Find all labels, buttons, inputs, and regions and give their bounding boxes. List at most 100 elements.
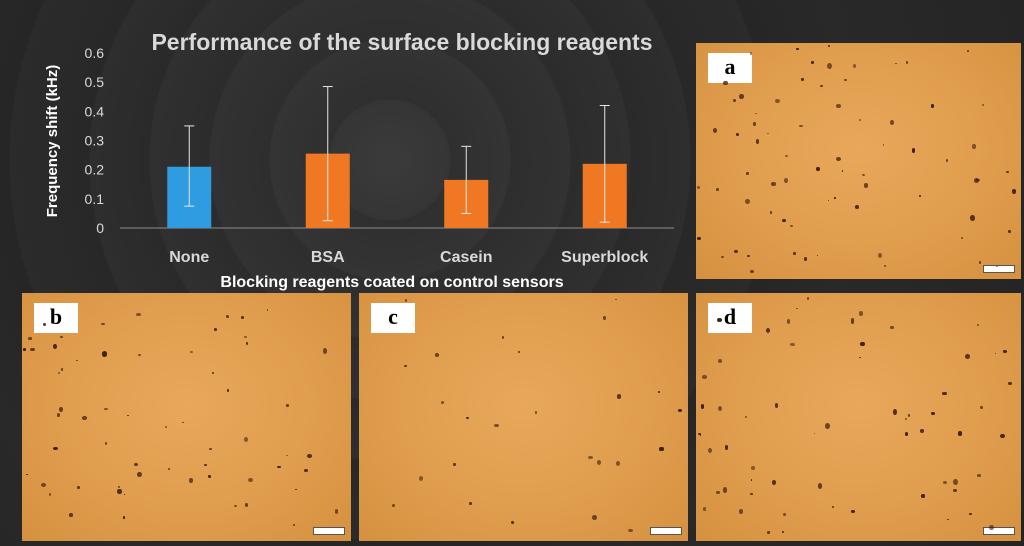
- chart-title: Performance of the surface blocking reag…: [151, 29, 652, 55]
- particle-speck: [285, 404, 289, 407]
- particle-speck: [27, 337, 32, 340]
- particle-speck: [592, 514, 597, 520]
- particle-speck: [970, 214, 976, 222]
- particle-speck: [854, 204, 860, 209]
- particle-speck: [138, 353, 142, 356]
- particle-speck: [1003, 349, 1008, 353]
- panel-label-c: c: [371, 303, 415, 333]
- particle-speck: [59, 336, 63, 339]
- particle-speck: [226, 388, 229, 392]
- particle-speck: [890, 119, 895, 126]
- y-tick-label: 0.4: [85, 103, 105, 119]
- y-tick-label: 0.3: [85, 133, 105, 149]
- particle-speck: [953, 478, 958, 485]
- particle-speck: [404, 364, 407, 367]
- particle-speck: [995, 266, 998, 268]
- particle-speck: [769, 211, 773, 214]
- particle-speck: [167, 468, 170, 470]
- particle-speck: [245, 341, 249, 345]
- particle-speck: [817, 483, 823, 490]
- particle-speck: [919, 428, 925, 433]
- particle-speck: [961, 236, 963, 239]
- particle-speck: [603, 316, 606, 320]
- x-axis-label: Blocking reagents coated on control sens…: [220, 274, 563, 291]
- particle-speck: [122, 516, 126, 519]
- particle-speck: [850, 318, 855, 324]
- y-tick-label: 0.1: [85, 191, 105, 207]
- particle-speck: [1008, 381, 1013, 385]
- particle-speck: [1007, 230, 1011, 233]
- particle-speck: [942, 392, 947, 396]
- particle-speck: [738, 509, 744, 514]
- particle-speck: [803, 256, 807, 261]
- particle-speck: [276, 465, 281, 469]
- particle-speck: [596, 460, 601, 466]
- particle-speck: [859, 311, 864, 316]
- particle-speck: [29, 347, 35, 351]
- particle-speck: [735, 132, 739, 137]
- particle-speck: [895, 62, 898, 65]
- particle-speck: [942, 481, 947, 484]
- particle-speck: [712, 127, 718, 134]
- particle-speck: [931, 104, 935, 108]
- particle-speck: [214, 327, 217, 332]
- particle-speck: [588, 456, 594, 460]
- particle-speck: [957, 431, 963, 436]
- particle-speck: [905, 60, 909, 64]
- particle-speck: [828, 44, 831, 47]
- particle-speck: [204, 463, 208, 466]
- particle-speck: [441, 400, 445, 404]
- particle-speck: [133, 463, 138, 467]
- particle-speck: [189, 350, 193, 353]
- particle-speck: [56, 413, 60, 418]
- particle-speck: [501, 335, 505, 340]
- particle-speck: [799, 125, 803, 128]
- particle-speck: [207, 474, 211, 479]
- particle-speck: [700, 404, 705, 409]
- scale-bar: [983, 527, 1015, 535]
- particle-speck: [307, 454, 312, 459]
- particle-speck: [750, 479, 753, 481]
- x-tick-label: Superblock: [561, 249, 648, 266]
- particle-speck: [240, 316, 244, 320]
- particle-speck: [852, 64, 857, 69]
- particle-speck: [732, 99, 737, 103]
- particle-speck: [947, 518, 950, 520]
- particle-speck: [796, 307, 798, 310]
- particle-speck: [981, 103, 984, 107]
- particle-speck: [697, 432, 702, 436]
- particle-speck: [771, 480, 776, 485]
- particle-speck: [724, 445, 729, 451]
- particle-speck: [1006, 170, 1010, 173]
- scale-bar: [983, 265, 1015, 273]
- particle-speck: [945, 158, 949, 162]
- particle-speck: [831, 506, 835, 508]
- particle-speck: [391, 504, 395, 508]
- particle-speck: [835, 157, 841, 162]
- particle-speck: [746, 171, 749, 175]
- x-tick-label: Casein: [440, 249, 492, 266]
- particle-speck: [60, 368, 63, 371]
- particle-speck: [801, 78, 804, 81]
- particle-speck: [790, 342, 796, 347]
- particle-speck: [1011, 189, 1017, 194]
- particle-speck: [102, 351, 108, 357]
- y-tick-label: 0: [96, 220, 104, 236]
- particle-speck: [453, 463, 456, 467]
- scale-bar: [313, 527, 345, 535]
- particle-speck: [810, 60, 815, 64]
- particle-speck: [833, 197, 836, 199]
- particle-speck: [702, 507, 706, 511]
- particle-speck: [40, 483, 46, 488]
- y-tick-label: 0.2: [85, 162, 105, 178]
- particle-speck: [243, 335, 247, 338]
- micrograph-panel-b: b: [22, 293, 351, 541]
- particle-speck: [893, 409, 898, 415]
- particle-speck: [248, 478, 253, 483]
- particle-speck: [493, 424, 499, 428]
- particle-speck: [304, 468, 309, 473]
- particle-speck: [699, 434, 702, 436]
- y-axis-label: Frequency shift (kHz): [44, 65, 61, 218]
- particle-speck: [860, 341, 865, 347]
